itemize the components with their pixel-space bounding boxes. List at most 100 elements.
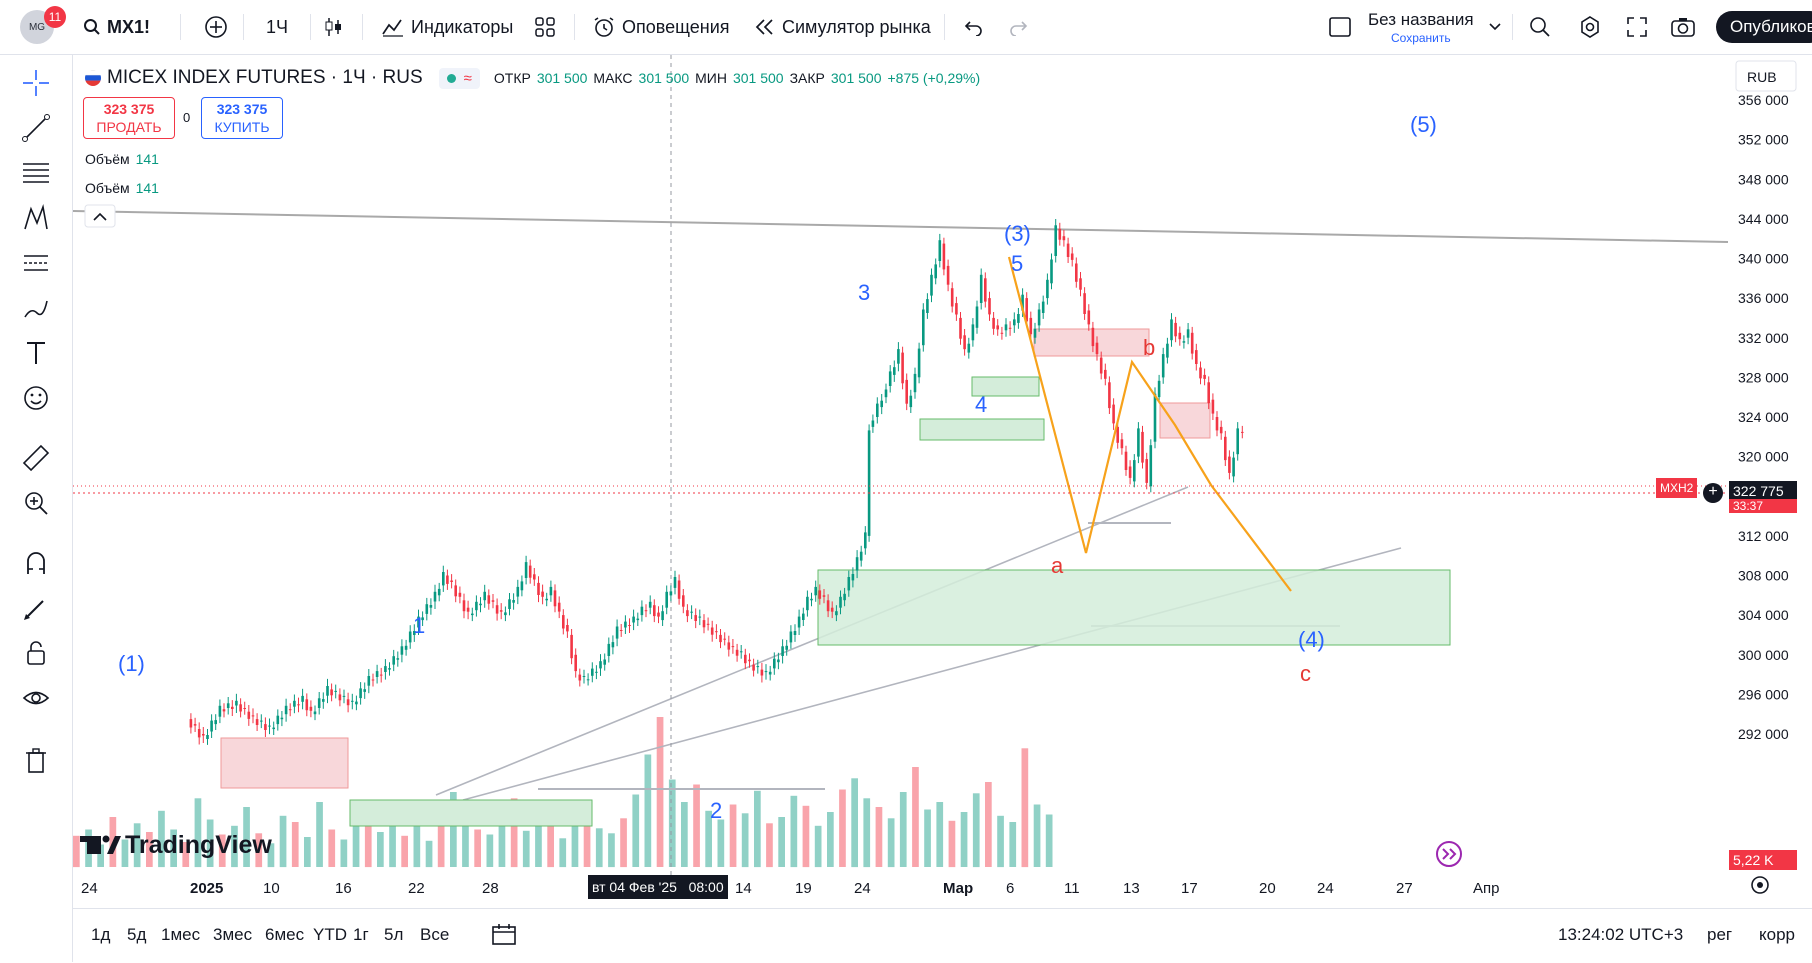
add-order-button[interactable]: + xyxy=(1703,483,1723,503)
wave-label[interactable]: (3) xyxy=(1004,221,1031,246)
delete-tool[interactable] xyxy=(18,743,54,779)
pattern-tool[interactable] xyxy=(18,200,54,236)
symbol-title[interactable]: MICEX INDEX FUTURES · 1Ч · RUS xyxy=(107,67,423,88)
adjust-button[interactable]: корр xyxy=(1759,925,1795,944)
x-tick-label: 24 xyxy=(854,880,871,897)
supply-zone[interactable] xyxy=(1033,328,1150,357)
ruler-tool[interactable] xyxy=(18,440,54,476)
trend-line-icon xyxy=(22,114,50,142)
currency-selector[interactable] xyxy=(1735,60,1797,92)
magnet-tool[interactable] xyxy=(18,545,54,581)
go-to-realtime-button[interactable] xyxy=(1436,841,1462,867)
clock-timezone[interactable]: 13:24:02 UTC+3 xyxy=(1558,925,1684,944)
wave-label[interactable]: (4) xyxy=(1298,627,1325,652)
chart-canvas[interactable]: (1) 1 2 3 (3) 5 4 (4) (5) a b c 356 000 3… xyxy=(72,55,1812,907)
brush-tool[interactable] xyxy=(18,290,54,326)
range-button[interactable]: 1мес xyxy=(161,925,201,944)
candle xyxy=(570,629,573,665)
settings-button[interactable] xyxy=(1578,0,1602,54)
wave-label[interactable]: b xyxy=(1143,335,1155,360)
symbol-search-button[interactable]: MX1! xyxy=(83,0,150,54)
alerts-button[interactable]: Оповещения xyxy=(592,0,730,54)
candle xyxy=(193,717,197,732)
demand-zone[interactable] xyxy=(919,418,1045,441)
wave-label[interactable]: 5 xyxy=(1011,251,1023,276)
snapshot-button[interactable] xyxy=(1670,0,1696,54)
trend-line-tool[interactable] xyxy=(18,110,54,146)
pattern-icon xyxy=(24,204,48,230)
range-button[interactable]: 5д xyxy=(127,925,147,944)
wave-label[interactable]: (5) xyxy=(1410,112,1437,137)
supply-zone[interactable] xyxy=(220,737,349,789)
support-trendline-1[interactable] xyxy=(435,486,1189,796)
wave-label[interactable]: a xyxy=(1051,553,1064,578)
range-button[interactable]: 1г xyxy=(353,925,369,944)
buy-button[interactable]: 323 375 КУПИТЬ xyxy=(201,97,283,139)
layout-menu[interactable] xyxy=(1328,0,1352,54)
candle xyxy=(231,700,234,716)
demand-zone[interactable] xyxy=(971,376,1040,397)
demand-zone[interactable] xyxy=(349,799,593,827)
volume-bar xyxy=(766,823,773,868)
volume-bar xyxy=(170,829,177,867)
quick-search-icon xyxy=(1530,17,1550,37)
replay-button[interactable]: Симулятор рынка xyxy=(754,0,931,54)
resistance-trendline[interactable] xyxy=(72,210,1729,243)
compare-button[interactable] xyxy=(204,0,228,54)
candle xyxy=(466,600,470,620)
candle xyxy=(1174,316,1177,343)
wave-label[interactable]: 2 xyxy=(710,798,722,823)
prediction-tool[interactable] xyxy=(18,245,54,281)
wave-label[interactable]: 3 xyxy=(858,280,870,305)
templates-button[interactable] xyxy=(534,0,556,54)
supply-zone[interactable] xyxy=(1159,402,1211,439)
candle xyxy=(268,718,271,735)
date-range-button[interactable] xyxy=(491,923,517,952)
axis-settings-button[interactable] xyxy=(1751,876,1769,894)
collapse-legend-button[interactable] xyxy=(84,204,116,228)
zoom-tool[interactable] xyxy=(18,485,54,521)
emoji-tool[interactable] xyxy=(18,380,54,416)
wave-label[interactable]: c xyxy=(1300,661,1311,686)
range-button[interactable]: 3мес xyxy=(213,925,253,944)
layout-dropdown[interactable] xyxy=(1488,0,1502,54)
stay-drawing-tool[interactable] xyxy=(18,590,54,626)
sell-button[interactable]: 323 375 ПРОДАТЬ xyxy=(83,97,175,139)
session-button[interactable]: рег xyxy=(1707,925,1733,944)
indicators-button[interactable]: Индикаторы xyxy=(381,0,513,54)
lock-tool[interactable] xyxy=(18,635,54,671)
volume-legend[interactable]: Объём 141 xyxy=(85,151,159,167)
ohlc-low-value: 301 500 xyxy=(732,70,784,86)
fib-tool[interactable] xyxy=(18,155,54,191)
volume-bar xyxy=(243,807,250,867)
range-button[interactable]: 6мес xyxy=(265,925,305,944)
wave-label[interactable]: (1) xyxy=(118,651,145,676)
volume-legend[interactable]: Объём 141 xyxy=(85,180,159,196)
wave-label[interactable]: 4 xyxy=(975,392,987,417)
candle xyxy=(628,618,631,633)
chart-type-button[interactable] xyxy=(323,0,345,54)
range-button[interactable]: 5л xyxy=(384,925,404,944)
publish-button[interactable]: Опубликов xyxy=(1716,11,1812,43)
target-demand-zone[interactable] xyxy=(817,569,1451,646)
redo-button[interactable] xyxy=(1008,0,1030,54)
fullscreen-button[interactable] xyxy=(1626,0,1648,54)
candle xyxy=(359,682,362,705)
layout-name[interactable]: Без названия xyxy=(1368,10,1474,29)
text-tool[interactable] xyxy=(18,335,54,371)
range-button[interactable]: 1д xyxy=(91,925,111,944)
interval-button[interactable]: 1Ч xyxy=(266,0,288,54)
market-status[interactable]: ≈ xyxy=(438,67,480,89)
range-button[interactable]: YTD xyxy=(313,925,347,944)
range-button[interactable]: Все xyxy=(420,925,450,944)
wave-label[interactable]: 1 xyxy=(413,613,425,638)
crosshair-tool[interactable] xyxy=(18,65,54,101)
y-tick-label: 332 000 xyxy=(1738,330,1789,346)
undo-button[interactable] xyxy=(962,0,984,54)
hide-tool[interactable] xyxy=(18,680,54,716)
chart-pane[interactable]: (1) 1 2 3 (3) 5 4 (4) (5) a b c 356 000 3… xyxy=(72,55,1812,907)
candle xyxy=(537,576,540,603)
save-hint[interactable]: Сохранить xyxy=(1391,31,1451,45)
abc-correction-path[interactable] xyxy=(1007,256,1292,592)
quick-search-button[interactable] xyxy=(1528,0,1552,54)
